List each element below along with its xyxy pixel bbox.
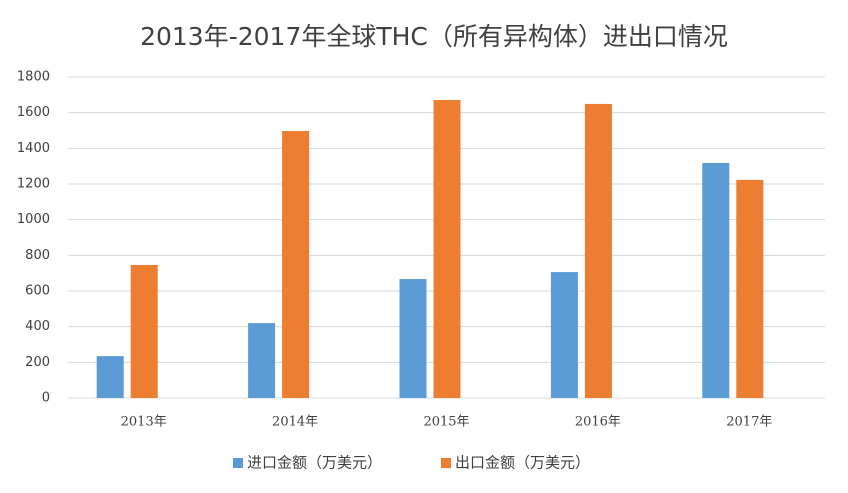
legend-label: 进口金额（万美元） <box>247 454 382 472</box>
legend-label: 出口金额（万美元） <box>455 454 590 472</box>
bar <box>130 264 158 398</box>
y-tick-label: 600 <box>25 284 50 299</box>
y-tick-label: 1200 <box>17 177 50 192</box>
bar <box>702 162 730 398</box>
y-tick-label: 800 <box>25 248 50 263</box>
bar <box>736 179 764 398</box>
legend-swatch <box>233 458 243 468</box>
bar <box>96 356 124 398</box>
bar <box>433 100 461 398</box>
y-tick-label: 400 <box>25 319 50 334</box>
bar <box>584 103 612 398</box>
x-tick-label: 2013年 <box>121 415 167 430</box>
chart-title: 2013年-2017年全球THC（所有异构体）进出口情况 <box>140 22 728 51</box>
x-tick-label: 2017年 <box>726 415 772 430</box>
y-tick-label: 1800 <box>17 70 50 85</box>
y-tick-label: 0 <box>42 391 50 406</box>
bar <box>550 272 578 398</box>
bar <box>282 131 310 398</box>
y-tick-label: 200 <box>25 355 50 370</box>
y-tick-label: 1000 <box>17 212 50 227</box>
bar <box>248 323 276 398</box>
legend-swatch <box>441 458 451 468</box>
y-tick-label: 1600 <box>17 105 50 120</box>
x-tick-label: 2015年 <box>423 415 469 430</box>
bar <box>399 279 427 398</box>
x-tick-label: 2014年 <box>272 415 318 430</box>
x-tick-label: 2016年 <box>575 415 621 430</box>
y-tick-label: 1400 <box>17 141 50 156</box>
